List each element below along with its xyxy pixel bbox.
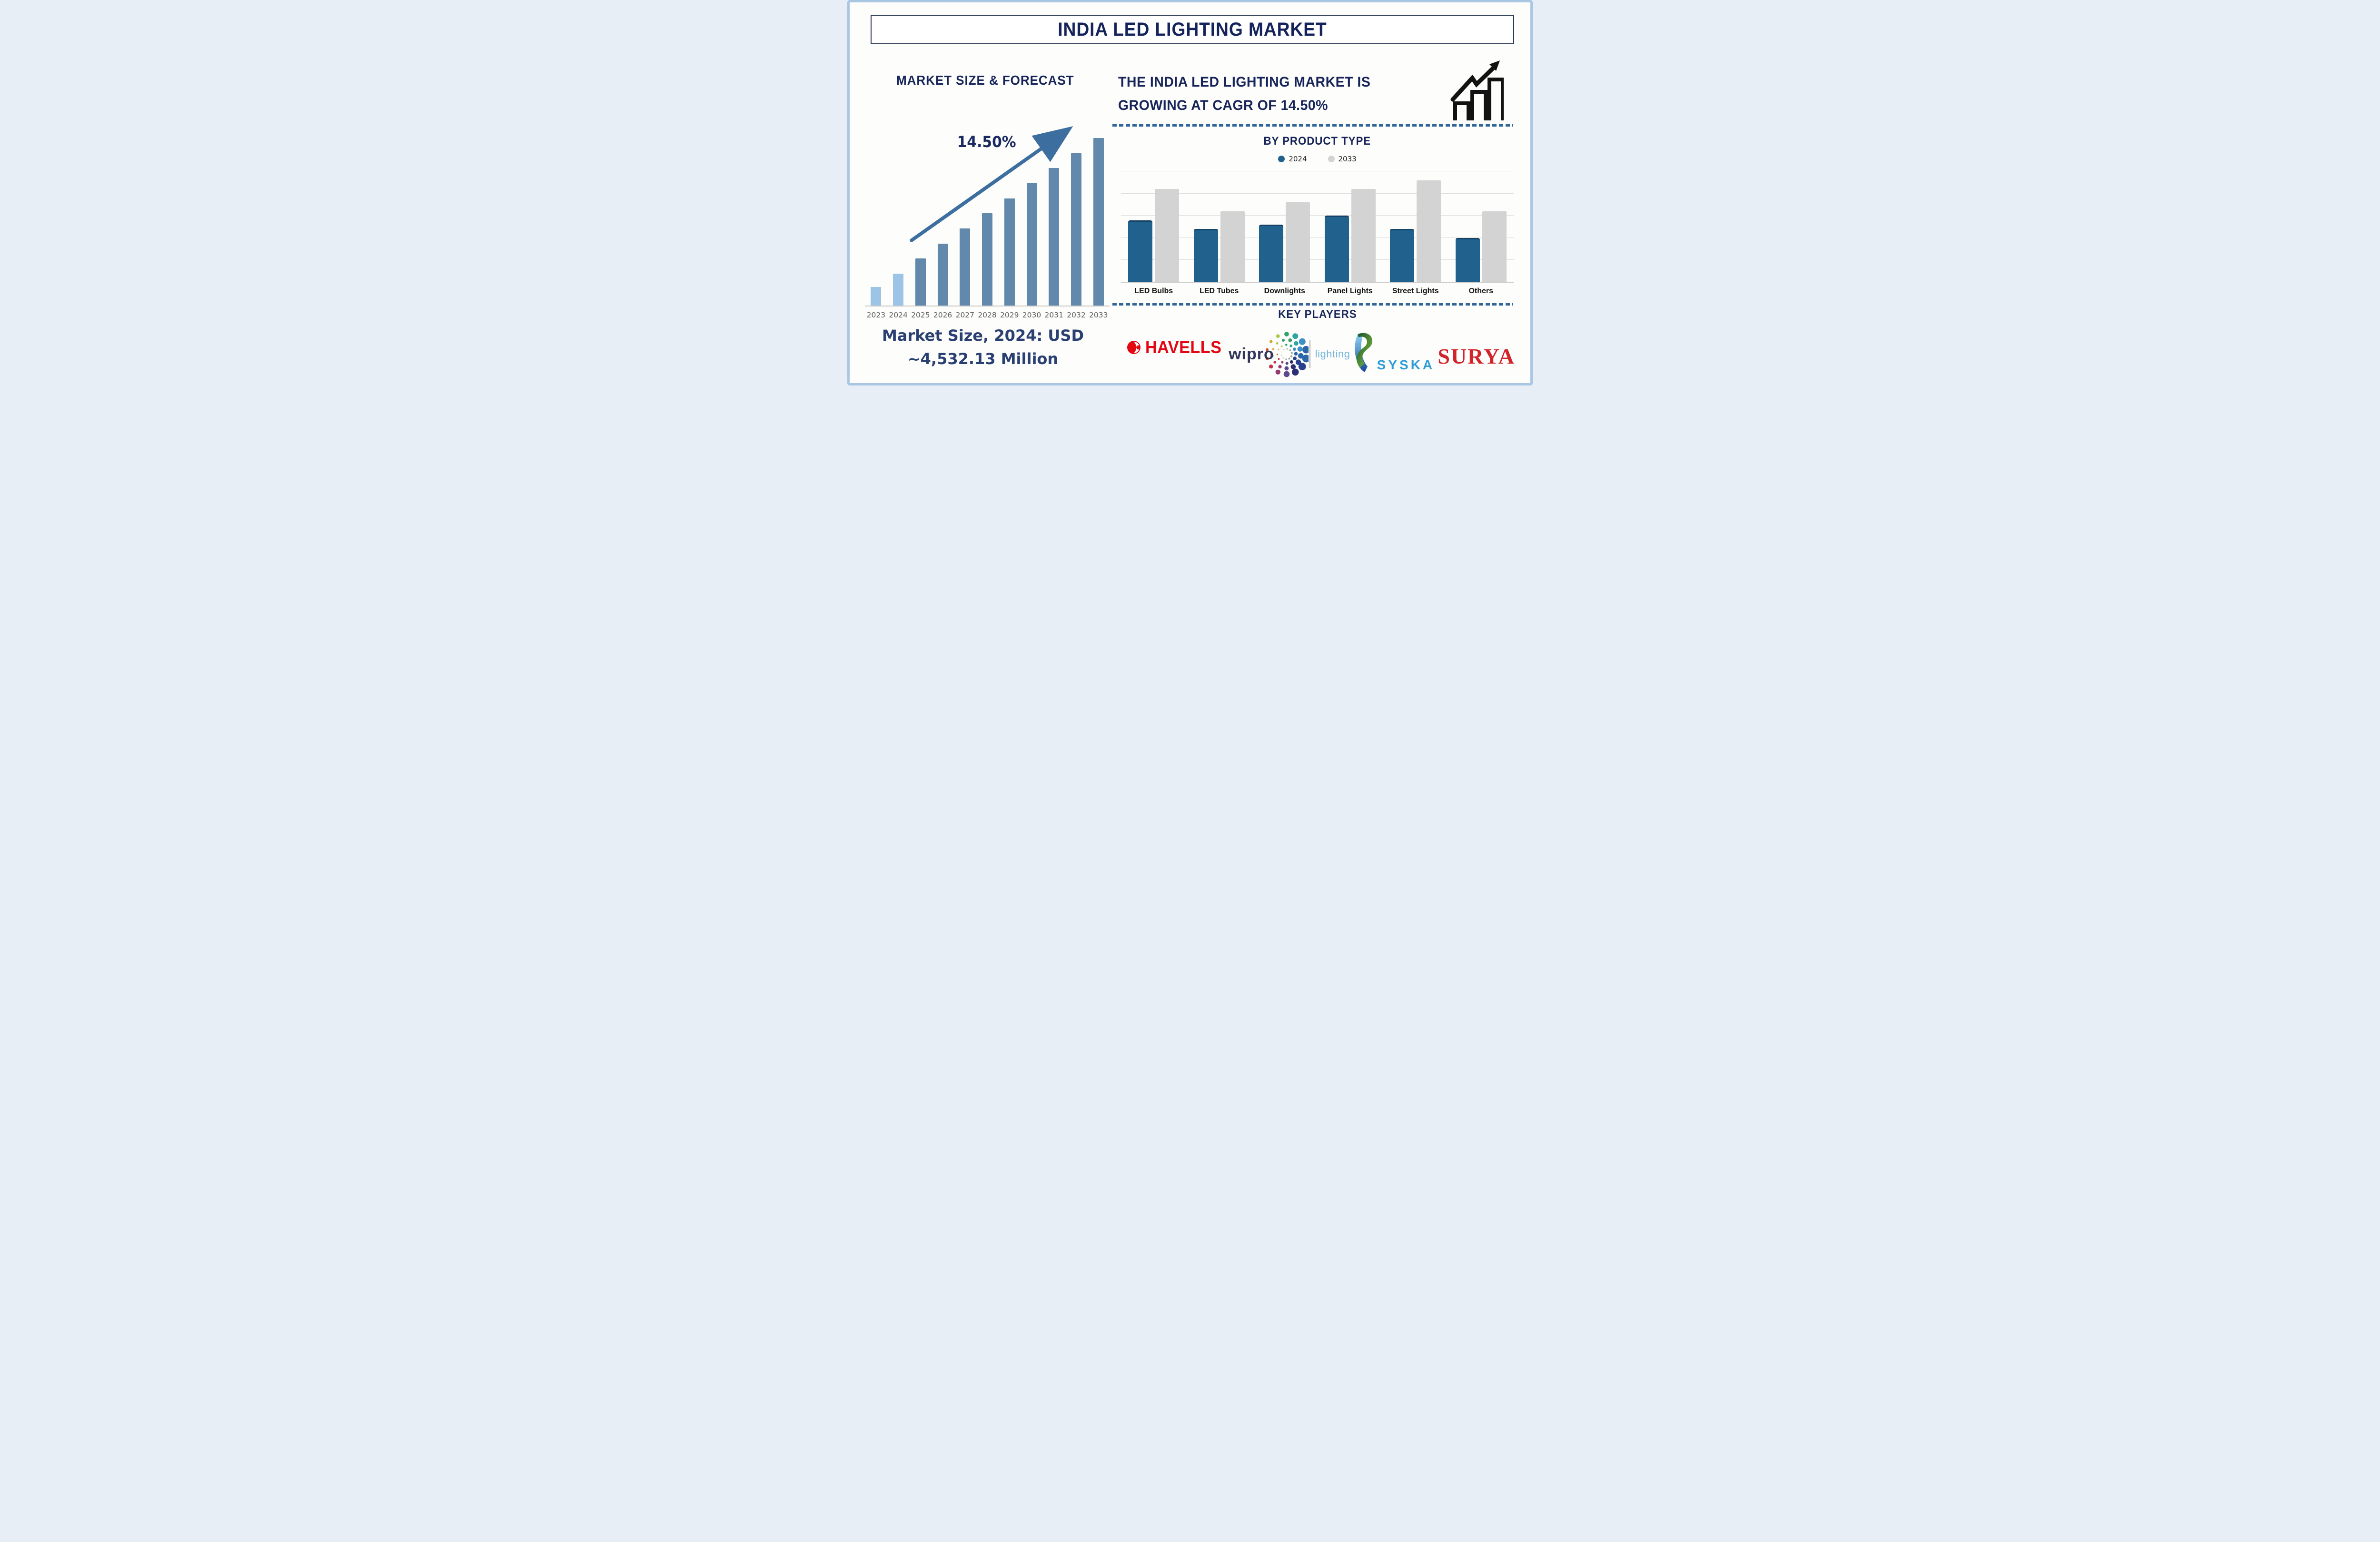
title-box: INDIA LED LIGHTING MARKET xyxy=(871,15,1514,44)
forecast-bar-2033 xyxy=(1093,138,1104,306)
forecast-bar-2024 xyxy=(893,274,904,306)
category-label-Downlights: Downlights xyxy=(1264,287,1305,295)
bar-Others-2024 xyxy=(1455,237,1480,282)
infographic-page: INDIA LED LIGHTING MARKET MARKET SIZE & … xyxy=(847,0,1533,386)
wipro-divider xyxy=(1309,340,1310,368)
cagr-annotation: 14.50% xyxy=(957,133,1016,151)
bar-Downlights-2024 xyxy=(1259,224,1284,282)
key-players-title: KEY PLAYERS xyxy=(1278,308,1357,321)
surya-logo: SURYA xyxy=(1438,344,1515,369)
bar-LED Bulbs-2024 xyxy=(1128,220,1153,282)
market-size-line1: Market Size, 2024: USD xyxy=(882,326,1084,345)
product-chart-legend: 2024 2033 xyxy=(1121,155,1514,163)
gridline-60 xyxy=(1121,215,1514,216)
havells-logo: HAVELLS xyxy=(1127,336,1226,359)
year-label-2026: 2026 xyxy=(933,311,952,319)
legend-item-2033: 2033 xyxy=(1328,155,1357,163)
category-label-Panel Lights: Panel Lights xyxy=(1327,287,1373,295)
bar-LED Tubes-2024 xyxy=(1193,229,1218,282)
surya-wordmark: SURYA xyxy=(1438,344,1515,368)
cagr-statement: THE INDIA LED LIGHTING MARKET IS GROWING… xyxy=(1118,70,1447,117)
gridline-80 xyxy=(1121,193,1514,194)
year-label-2024: 2024 xyxy=(889,311,908,319)
bar-Downlights-2033 xyxy=(1286,202,1310,282)
product-group-Downlights xyxy=(1252,172,1318,282)
bar-Panel Lights-2033 xyxy=(1351,189,1376,282)
year-label-2025: 2025 xyxy=(911,311,930,319)
product-type-chart xyxy=(1121,171,1514,283)
havells-flame-icon xyxy=(1127,341,1140,354)
forecast-bar-2025 xyxy=(915,258,926,306)
category-label-Others: Others xyxy=(1468,287,1494,295)
wipro-lighting-logo: wipro lighting xyxy=(1229,326,1350,382)
product-group-Panel Lights xyxy=(1318,172,1383,282)
syska-logo: SYSKA xyxy=(1353,332,1435,375)
market-size-line2: ~4,532.13 Million xyxy=(907,350,1059,368)
wipro-lighting-wordmark: lighting xyxy=(1315,348,1350,360)
product-bars xyxy=(1121,172,1514,282)
forecast-bar-2030 xyxy=(1026,183,1037,306)
year-label-2032: 2032 xyxy=(1067,311,1086,319)
category-label-LED Bulbs: LED Bulbs xyxy=(1134,287,1173,295)
legend-label-2024: 2024 xyxy=(1289,155,1307,163)
dashed-separator-bottom xyxy=(1112,303,1513,306)
havells-wordmark: HAVELLS xyxy=(1145,337,1222,357)
category-label-LED Tubes: LED Tubes xyxy=(1200,287,1239,295)
key-players-logos: HAVELLS wipro lighting SYS xyxy=(1127,325,1515,381)
year-label-2023: 2023 xyxy=(866,311,886,319)
dashed-separator-top xyxy=(1112,124,1513,127)
product-group-Others xyxy=(1448,172,1514,282)
market-size-forecast-heading: MARKET SIZE & FORECAST xyxy=(896,73,1074,88)
by-product-type-title: BY PRODUCT TYPE xyxy=(1263,135,1371,148)
wipro-dots-icon xyxy=(1265,332,1309,377)
page-title: INDIA LED LIGHTING MARKET xyxy=(1058,19,1327,40)
legend-item-2024: 2024 xyxy=(1278,155,1307,163)
year-label-2027: 2027 xyxy=(955,311,975,319)
forecast-bar-2029 xyxy=(1004,198,1015,306)
forecast-bar-2027 xyxy=(960,228,971,306)
bar-Others-2033 xyxy=(1482,211,1507,282)
year-label-2031: 2031 xyxy=(1044,311,1063,319)
wipro-wordmark: wipro xyxy=(1229,345,1274,363)
bar-Panel Lights-2024 xyxy=(1324,216,1349,282)
forecast-bar-2028 xyxy=(982,213,993,306)
year-label-2029: 2029 xyxy=(1000,311,1019,319)
bar-LED Bulbs-2033 xyxy=(1155,189,1180,282)
gridline-40 xyxy=(1121,237,1514,238)
category-label-Street Lights: Street Lights xyxy=(1392,287,1439,295)
cagr-statement-line1: THE INDIA LED LIGHTING MARKET IS xyxy=(1118,74,1371,90)
product-group-LED Tubes xyxy=(1187,172,1252,282)
forecast-bar-2023 xyxy=(871,287,882,306)
bar-LED Tubes-2033 xyxy=(1220,211,1245,282)
forecast-bar-2032 xyxy=(1071,153,1081,306)
year-label-2033: 2033 xyxy=(1089,311,1108,319)
forecast-bar-2026 xyxy=(937,243,948,306)
product-category-labels: LED Bulbs LED Tubes Downlights Panel Lights… xyxy=(1121,287,1514,296)
cagr-statement-line2: GROWING AT CAGR OF 14.50% xyxy=(1118,98,1329,113)
product-group-Street Lights xyxy=(1383,172,1448,282)
bar-Street Lights-2033 xyxy=(1417,180,1441,282)
bar-Street Lights-2024 xyxy=(1390,229,1415,282)
growth-chart-icon xyxy=(1450,60,1504,120)
legend-dot-2033 xyxy=(1328,156,1335,162)
legend-dot-2024 xyxy=(1278,156,1285,162)
gridline-20 xyxy=(1121,259,1514,260)
forecast-bar-2031 xyxy=(1049,168,1060,306)
year-label-2030: 2030 xyxy=(1022,311,1041,319)
forecast-bars xyxy=(865,138,1110,306)
market-size-callout: Market Size, 2024: USD ~4,532.13 Million xyxy=(855,324,1111,371)
product-group-LED Bulbs xyxy=(1121,172,1187,282)
syska-ribbon-icon xyxy=(1355,333,1372,372)
legend-label-2033: 2033 xyxy=(1338,155,1357,163)
syska-wordmark: SYSKA xyxy=(1377,357,1435,372)
year-label-2028: 2028 xyxy=(978,311,997,319)
forecast-year-labels: 2023 2024 2025 2026 2027 2028 2029 2030 2031 2032… xyxy=(865,311,1110,319)
